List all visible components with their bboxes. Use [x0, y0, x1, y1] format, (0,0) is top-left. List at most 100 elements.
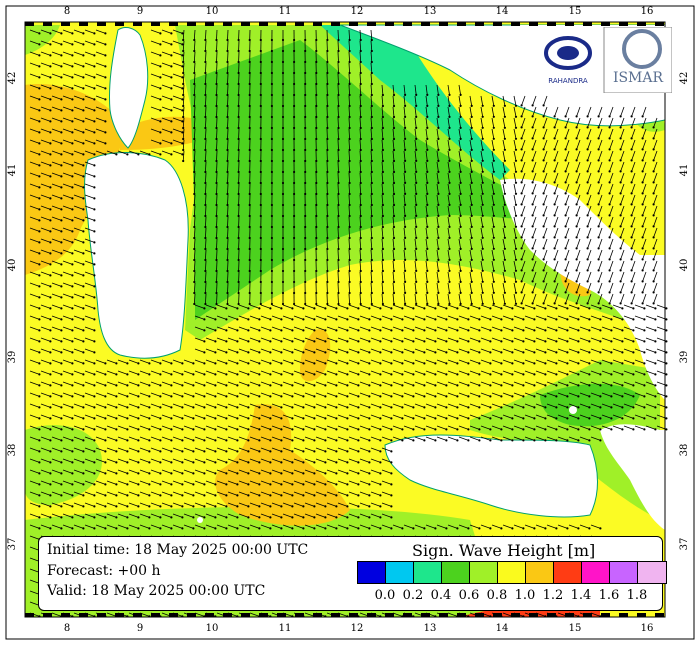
- wave-arrow-head: [404, 247, 407, 250]
- wave-arrow: [238, 359, 249, 364]
- wave-arrow-head: [630, 302, 633, 305]
- wave-arrow-head: [181, 87, 184, 90]
- wave-arrow-head: [588, 373, 591, 376]
- wave-arrow: [84, 205, 95, 210]
- wave-arrow-head: [575, 148, 578, 151]
- wave-arrow: [29, 95, 40, 100]
- wave-arrow: [51, 227, 62, 232]
- wave-arrow-head: [630, 181, 633, 184]
- wave-arrow-head: [60, 340, 63, 343]
- wave-arrow-head: [641, 291, 644, 294]
- wave-arrow: [447, 282, 450, 293]
- wave-arrow-head: [368, 450, 371, 453]
- wave-arrow: [521, 249, 526, 260]
- wave-arrow: [227, 524, 238, 529]
- wave-arrow: [40, 414, 51, 419]
- wave-arrow-head: [641, 225, 644, 228]
- wave-arrow-head: [423, 406, 426, 409]
- wave-arrow-head: [281, 291, 285, 295]
- wave-arrow: [150, 106, 161, 111]
- wave-arrow: [337, 271, 339, 283]
- wave-arrow: [403, 414, 414, 419]
- wave-arrow: [193, 194, 196, 206]
- wave-arrow: [642, 249, 647, 260]
- wave-arrow: [161, 469, 172, 474]
- wave-arrow: [117, 480, 128, 485]
- wave-arrow: [436, 205, 439, 216]
- wave-arrow-head: [588, 307, 591, 310]
- wave-arrow-head: [632, 406, 635, 409]
- wave-arrow: [282, 348, 293, 353]
- wave-arrow-head: [214, 329, 217, 332]
- wave-arrow: [502, 425, 513, 430]
- wave-arrow: [29, 502, 40, 507]
- wave-arrow-head: [126, 384, 129, 387]
- wave-arrow-head: [619, 269, 622, 272]
- wave-arrow: [315, 513, 326, 518]
- wave-arrow-head: [236, 417, 239, 420]
- wave-arrow-head: [170, 461, 173, 464]
- wave-arrow: [282, 403, 293, 408]
- wave-arrow-head: [115, 153, 118, 156]
- wave-arrow-head: [49, 428, 52, 431]
- wave-arrow-head: [226, 170, 229, 174]
- wave-arrow: [392, 337, 403, 342]
- wave-arrow-head: [467, 395, 470, 398]
- wave-arrow-head: [236, 428, 239, 431]
- wave-arrow-head: [608, 137, 611, 140]
- wave-arrow-head: [445, 428, 448, 431]
- wave-arrow-head: [315, 214, 318, 218]
- wave-arrow-head: [181, 65, 184, 68]
- wave-arrow: [194, 425, 205, 430]
- wave-arrow-head: [148, 516, 151, 519]
- wave-arrow-head: [203, 351, 206, 354]
- wave-arrow-head: [520, 203, 523, 206]
- wave-arrow-head: [619, 236, 622, 239]
- wave-arrow: [370, 392, 381, 397]
- wave-arrow: [631, 139, 636, 150]
- wave-arrow: [392, 524, 403, 529]
- wave-arrow-head: [93, 516, 96, 519]
- wave-arrow-head: [38, 395, 41, 398]
- wave-arrow-head: [93, 384, 96, 387]
- wave-arrow: [370, 491, 381, 496]
- wave-arrow: [326, 524, 337, 529]
- wave-arrow: [260, 315, 271, 320]
- wave-arrow-head: [426, 170, 429, 173]
- wave-arrow: [598, 282, 603, 293]
- wave-arrow: [227, 139, 229, 151]
- wave-arrow-head: [326, 115, 329, 119]
- wave-arrow: [260, 447, 271, 452]
- wave-arrow: [348, 282, 350, 294]
- wave-arrow-head: [60, 406, 63, 409]
- wave-arrow-head: [293, 126, 296, 130]
- wave-arrow: [521, 172, 526, 183]
- wave-arrow: [458, 238, 461, 249]
- wave-arrow: [194, 502, 205, 507]
- wave-arrow-head: [302, 483, 305, 486]
- wave-arrow-head: [533, 428, 536, 431]
- wave-arrow: [172, 40, 183, 45]
- wave-arrow: [532, 128, 537, 139]
- wave-arrow-head: [237, 247, 240, 251]
- wave-arrow-head: [226, 214, 229, 218]
- wave-arrow-head: [500, 406, 503, 409]
- wave-arrow: [425, 315, 436, 320]
- wave-arrow: [172, 73, 183, 78]
- wave-arrow-head: [379, 307, 382, 310]
- wave-arrow-head: [293, 60, 296, 64]
- wave-arrow: [216, 84, 218, 96]
- wave-arrow: [403, 293, 406, 304]
- wave-arrow: [249, 513, 260, 518]
- wave-arrow: [568, 392, 579, 397]
- wave-arrow: [150, 436, 161, 441]
- wave-arrow-head: [335, 439, 338, 442]
- wave-arrow-head: [392, 170, 396, 174]
- wave-arrow-head: [514, 192, 518, 195]
- wave-arrow-head: [38, 65, 41, 68]
- wave-arrow: [216, 425, 227, 430]
- wave-arrow: [370, 216, 373, 228]
- wave-arrow-head: [348, 236, 351, 240]
- wave-arrow-head: [348, 159, 351, 163]
